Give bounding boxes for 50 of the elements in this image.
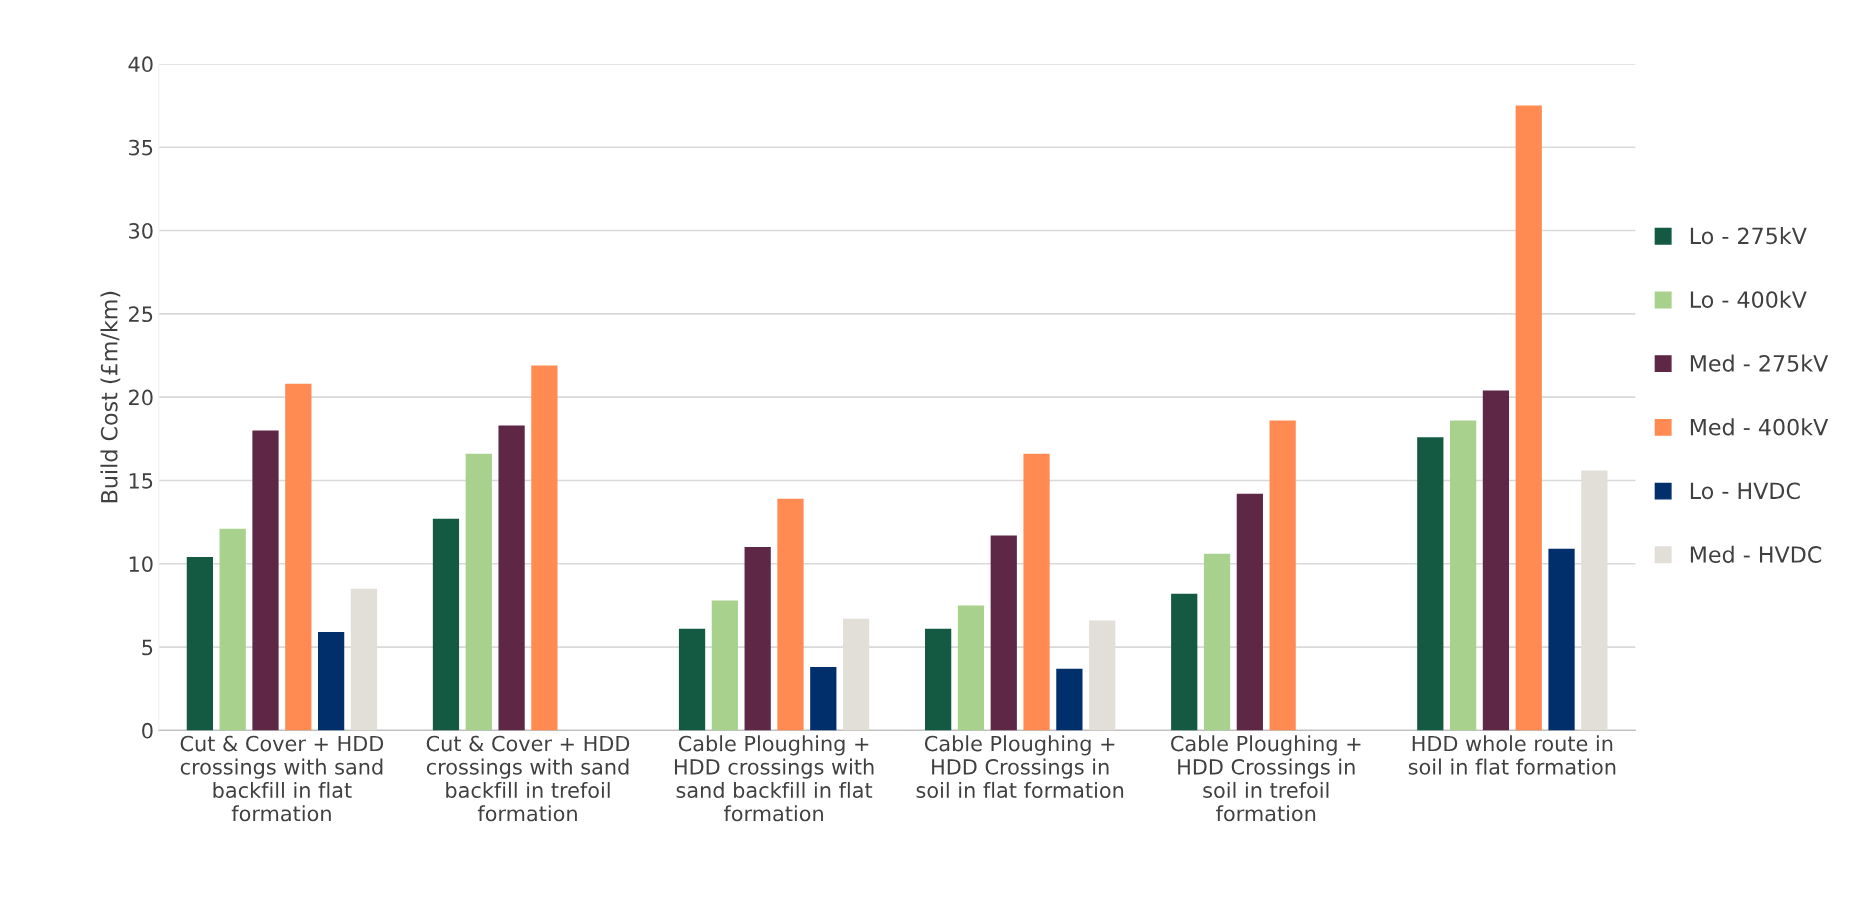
bar [711, 600, 738, 731]
y-axis-title: Build Cost (£m/km) [100, 291, 121, 503]
x-tick-label: Cable Ploughing + HDD crossings with sand backfill in flat formation [674, 735, 874, 822]
bar [1482, 390, 1510, 731]
y-tick-label: 35 [129, 139, 153, 156]
legend-label: Lo - 275kV [1690, 227, 1807, 245]
legend-label: Lo - HVDC [1690, 482, 1800, 500]
bar [777, 498, 804, 731]
x-tick-label: Cable Ploughing + HDD Crossings in soil in flat formation [916, 735, 1124, 799]
legend-label: Med - 275kV [1690, 354, 1829, 372]
y-tick-label: 5 [142, 639, 153, 656]
bar [1203, 553, 1231, 731]
bar [1171, 593, 1198, 731]
legend-label: Med - 400kV [1690, 418, 1829, 436]
bar [1515, 105, 1542, 731]
bar [1236, 493, 1263, 731]
bar [1269, 420, 1296, 731]
x-tick-label: HDD whole route in soil in flat formation [1408, 735, 1616, 775]
legend-label: Med - HVDC [1690, 545, 1822, 563]
bar [1449, 420, 1477, 731]
bar [957, 605, 985, 731]
bar [1548, 548, 1575, 731]
bar [465, 453, 492, 731]
y-tick-label: 20 [129, 389, 153, 406]
y-tick-label: 40 [128, 56, 153, 73]
bar [498, 425, 525, 731]
bar [531, 365, 558, 731]
y-tick-label: 25 [129, 306, 153, 323]
bar [678, 628, 706, 731]
bar [1417, 437, 1444, 731]
bar [285, 383, 312, 731]
bar [432, 518, 460, 731]
bar [318, 632, 345, 731]
legend-label: Lo - 400kV [1690, 290, 1807, 309]
x-tick-label: Cable Ploughing + HDD Crossings in soil in trefoil formation [1171, 735, 1361, 822]
bar [1023, 453, 1050, 731]
bar [925, 628, 952, 731]
y-tick-label: 30 [129, 222, 153, 239]
y-tick-label: 15 [129, 473, 153, 489]
bar [219, 528, 246, 731]
bar [990, 535, 1017, 731]
y-tick-label: 10 [129, 556, 153, 572]
bar [744, 547, 771, 731]
bar [810, 667, 837, 731]
bar [252, 430, 279, 731]
bar [1056, 668, 1083, 731]
x-tick-label: Cut & Cover + HDD crossings with sand backfill in trefoil formation [426, 735, 630, 822]
bar [186, 557, 213, 731]
y-tick-label: 0 [142, 722, 153, 739]
x-tick-label: Cut & Cover + HDD crossings with sand backfill in flat formation [180, 735, 384, 822]
